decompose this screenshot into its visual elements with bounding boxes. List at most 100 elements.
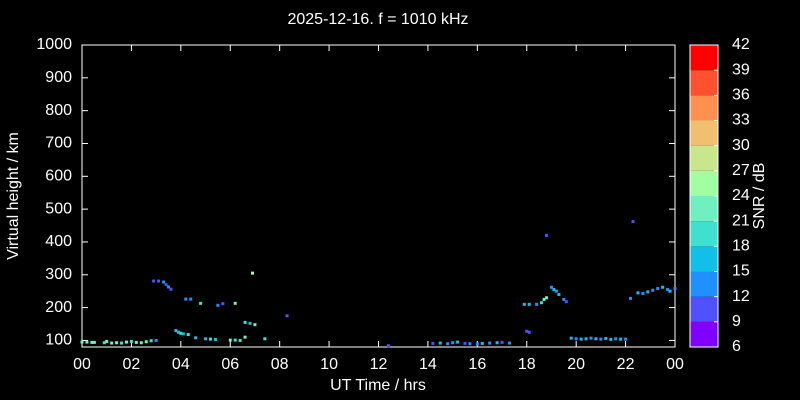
data-point: [285, 314, 289, 318]
colorbar-bin: [690, 95, 718, 121]
data-point: [166, 285, 170, 289]
colorbar-label: SNR / dB: [751, 163, 768, 230]
x-tick-label: 08: [271, 356, 289, 373]
data-point: [564, 300, 568, 304]
data-point: [542, 297, 546, 301]
data-point: [609, 337, 613, 341]
data-point: [594, 337, 598, 341]
data-point: [661, 285, 665, 289]
data-point: [184, 297, 188, 301]
data-point: [120, 341, 124, 345]
colorbar-tick-label: 42: [732, 36, 750, 53]
colorbar-tick-label: 15: [732, 263, 750, 280]
data-point: [157, 279, 161, 283]
data-point: [124, 340, 128, 344]
x-tick-label: 10: [320, 356, 338, 373]
data-point: [562, 297, 566, 301]
data-point: [233, 301, 237, 305]
data-point: [656, 287, 660, 291]
data-point: [500, 340, 504, 344]
data-point: [604, 336, 608, 340]
x-tick-label: 12: [370, 356, 388, 373]
data-point: [446, 342, 450, 346]
data-point: [139, 341, 143, 345]
data-point: [468, 342, 472, 346]
y-tick-label: 900: [45, 69, 72, 86]
data-point: [189, 297, 193, 301]
x-axis-label: UT Time / hrs: [330, 377, 426, 394]
data-point: [169, 287, 173, 291]
data-point: [176, 330, 180, 334]
data-point: [216, 303, 220, 307]
data-point: [186, 333, 190, 337]
data-point: [105, 339, 109, 343]
data-point: [535, 302, 539, 306]
colorbar-bin: [690, 45, 718, 71]
colorbar-tick-label: 21: [732, 212, 750, 229]
colorbar-tick-label: 27: [732, 162, 750, 179]
data-point: [475, 342, 479, 346]
data-point: [525, 329, 529, 333]
data-point: [463, 341, 467, 345]
data-point: [233, 338, 237, 342]
data-point: [599, 337, 603, 341]
y-tick-label: 200: [45, 299, 72, 316]
colorbar-bin: [690, 170, 718, 196]
data-point: [456, 340, 460, 344]
data-point: [495, 341, 499, 345]
data-point: [554, 289, 558, 293]
data-point: [129, 339, 133, 343]
y-tick-label: 300: [45, 266, 72, 283]
data-point: [507, 341, 511, 345]
data-point: [552, 288, 556, 292]
data-point: [181, 332, 185, 336]
data-point: [238, 338, 242, 342]
plot-frame: [81, 44, 676, 348]
colorbar-tick-label: 36: [732, 87, 750, 104]
data-point: [228, 338, 232, 342]
x-tick-label: 18: [518, 356, 536, 373]
data-point: [149, 339, 153, 343]
x-tick-label: 22: [617, 356, 635, 373]
data-point: [253, 323, 257, 327]
y-tick-label: 600: [45, 168, 72, 185]
data-point: [527, 302, 531, 306]
data-point: [527, 330, 531, 334]
data-point: [85, 340, 89, 344]
data-point: [92, 340, 96, 344]
data-point: [579, 337, 583, 341]
data-point: [614, 337, 618, 341]
data-point: [641, 291, 645, 295]
data-point: [80, 340, 84, 344]
y-axis-label: Virtual height / km: [5, 132, 22, 260]
chart-title: 2025-12-16. f = 1010 kHz: [287, 11, 468, 28]
data-point: [438, 341, 442, 345]
data-point: [545, 233, 549, 237]
data-point: [629, 296, 633, 300]
data-point: [152, 279, 156, 283]
data-point: [102, 341, 106, 345]
colorbar-bin: [690, 271, 718, 297]
colorbar-bin: [690, 221, 718, 247]
data-point: [154, 338, 158, 342]
colorbar-bin: [690, 120, 718, 146]
data-point: [451, 341, 455, 345]
data-point: [545, 296, 549, 300]
colorbar-tick-label: 33: [732, 112, 750, 129]
colorbar-tick-label: 39: [732, 61, 750, 78]
data-point: [646, 290, 650, 294]
data-point: [584, 337, 588, 341]
data-point: [666, 288, 670, 292]
data-point: [668, 289, 672, 293]
data-point: [213, 337, 217, 341]
data-point: [651, 288, 655, 292]
data-point: [115, 341, 119, 345]
data-point: [263, 337, 267, 341]
x-tick-label: 14: [419, 356, 437, 373]
colorbar-tick-label: 24: [732, 187, 750, 204]
y-tick-label: 100: [45, 332, 72, 349]
x-tick-label: 20: [567, 356, 585, 373]
data-point: [250, 271, 254, 275]
